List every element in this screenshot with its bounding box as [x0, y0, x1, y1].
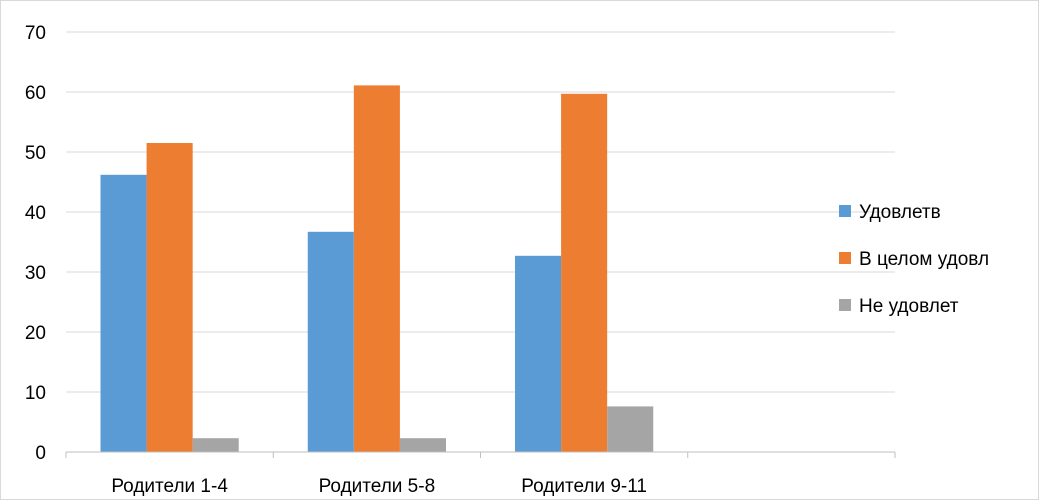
y-tick-label: 50: [25, 143, 46, 164]
bar: [607, 406, 654, 452]
legend-swatch: [839, 299, 851, 311]
x-tick-label: Родители 5-8: [319, 476, 436, 497]
y-tick-label: 30: [25, 263, 46, 284]
legend: Удовлетв В целом удовл Не удовлет: [839, 202, 989, 317]
bar: [353, 85, 400, 453]
y-tick-label: 10: [25, 383, 46, 404]
bar: [561, 93, 608, 453]
bars: [100, 85, 654, 453]
x-tick-label: Родители 1-4: [111, 476, 228, 497]
legend-label: Удовлетв: [859, 202, 941, 223]
gridlines: [66, 31, 895, 393]
y-tick-label: 20: [25, 323, 46, 344]
bar: [146, 143, 193, 452]
axes: 0 10 20 30 40 50 60 70 Родители 1-4 Родители 5-8 Р…: [25, 23, 896, 497]
y-tick-label: 60: [25, 83, 46, 104]
bar: [100, 174, 147, 453]
bar: [307, 231, 354, 452]
bar: [399, 438, 446, 452]
y-tick-label: 40: [25, 203, 46, 224]
legend-label: В целом удовл: [859, 249, 989, 270]
bar: [515, 255, 562, 452]
legend-swatch: [839, 252, 851, 264]
y-tick-label: 70: [25, 23, 46, 44]
legend-swatch: [839, 205, 851, 217]
y-tick-label: 0: [35, 443, 46, 464]
x-tick-label: Родители 9-11: [521, 476, 647, 497]
bar: [192, 438, 239, 452]
legend-label: Не удовлет: [859, 296, 959, 317]
